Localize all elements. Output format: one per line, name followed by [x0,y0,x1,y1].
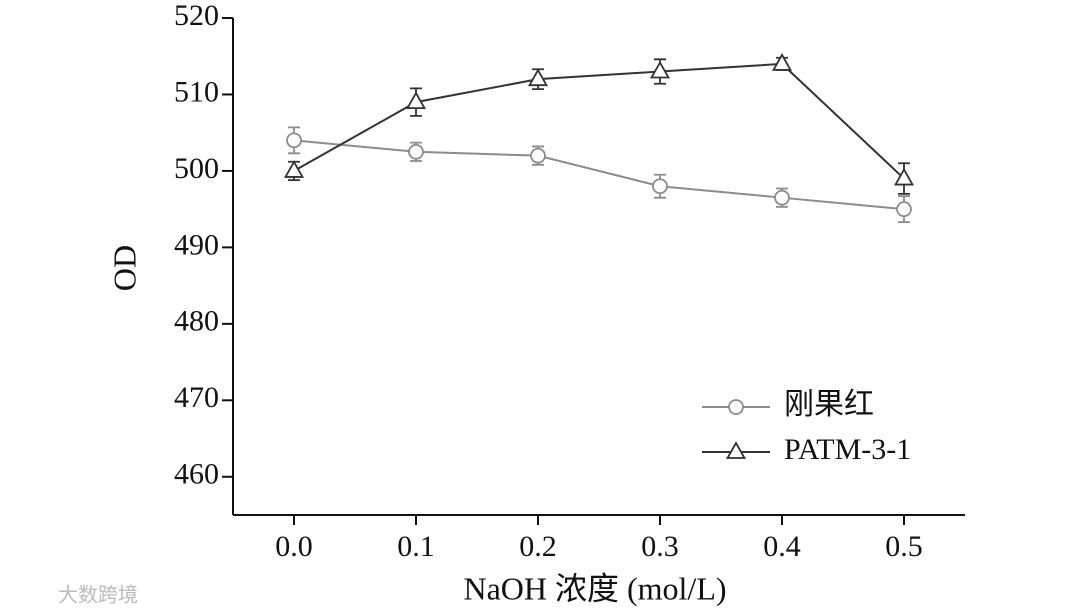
legend-label: PATM-3-1 [784,433,911,466]
watermark: 大数跨境 [58,583,138,607]
x-tick-label: 0.4 [763,530,801,563]
data-point [283,160,305,178]
y-tick-label: 470 [174,381,219,414]
data-point [893,167,915,186]
legend-marker [728,399,744,415]
data-point [405,91,427,110]
y-tick-label: 480 [174,305,219,338]
x-axis-label: NaOH 浓度 (mol/L) [463,570,726,606]
data-point [771,53,793,71]
series-line [293,139,905,211]
data-point [652,178,668,195]
data-point [286,132,302,149]
y-tick-label: 500 [174,152,219,185]
x-tick-label: 0.2 [519,530,557,563]
x-tick-label: 0.0 [275,530,313,563]
data-point [774,189,790,206]
data-point [530,147,546,164]
y-tick-label: 520 [174,0,219,32]
y-tick-label: 460 [174,458,219,491]
x-tick-label: 0.3 [641,530,679,563]
x-tick-label: 0.1 [397,530,435,563]
data-point [649,60,671,79]
series-line [293,62,905,180]
data-point [896,201,912,218]
y-axis-label: OD [106,245,142,291]
y-tick-label: 490 [174,228,219,261]
legend-marker [725,441,747,459]
data-point [408,143,424,160]
y-tick-label: 510 [174,75,219,108]
data-point [527,68,549,87]
x-tick-label: 0.5 [885,530,923,563]
legend-label: 刚果红 [784,388,874,421]
